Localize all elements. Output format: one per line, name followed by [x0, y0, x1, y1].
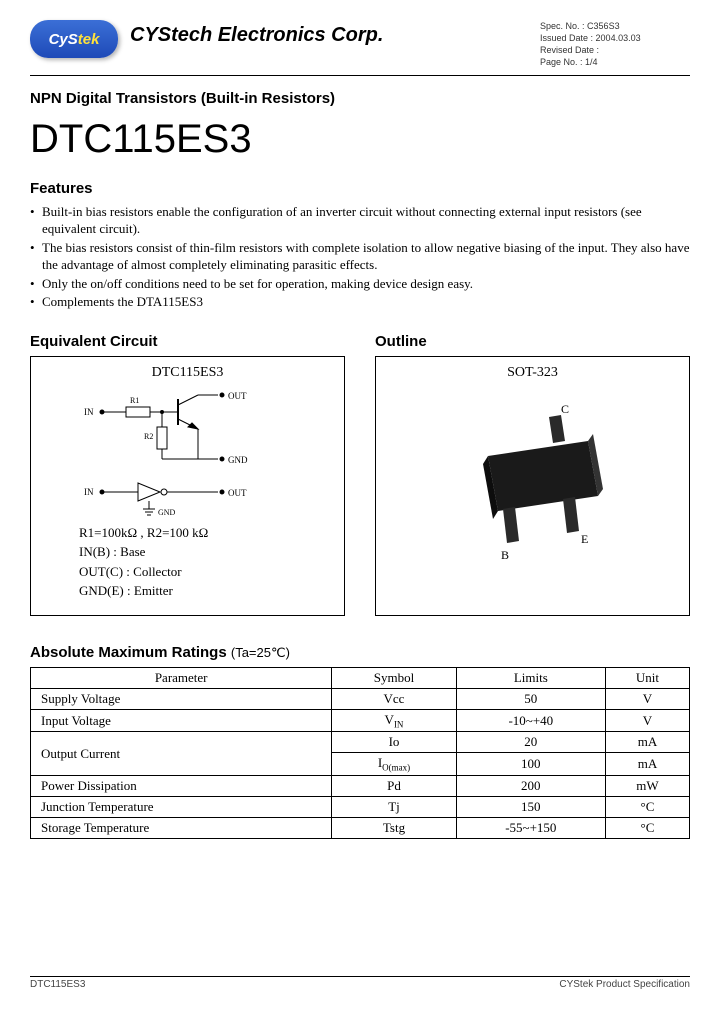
spec-box: Spec. No. : C356S3 Issued Date : 2004.03… — [540, 20, 690, 69]
features-heading: Features — [30, 180, 690, 197]
outline-box-title: SOT-323 — [384, 365, 681, 381]
cell-symbol: Vcc — [332, 688, 456, 709]
cell-param: Input Voltage — [31, 709, 332, 732]
spec-no: C356S3 — [587, 21, 620, 31]
issued-date: 2004.03.03 — [596, 33, 641, 43]
cell-limits: 200 — [456, 776, 605, 797]
cell-unit: V — [605, 688, 689, 709]
cell-param: Power Dissipation — [31, 776, 332, 797]
pin-label-e: E — [581, 532, 588, 546]
table-row: Power Dissipation Pd 200 mW — [31, 776, 690, 797]
pin-label-c: C — [561, 402, 569, 416]
col-unit: Unit — [605, 667, 689, 688]
diagram-row: Equivalent Circuit DTC115ES3 IN R1 — [30, 333, 690, 616]
cell-symbol: Io — [332, 732, 456, 753]
cell-unit: mA — [605, 753, 689, 776]
cell-symbol: VIN — [332, 709, 456, 732]
col-symbol: Symbol — [332, 667, 456, 688]
package-outline-diagram: C B E — [433, 401, 633, 581]
cell-unit: mA — [605, 732, 689, 753]
cell-param: Output Current — [31, 732, 332, 776]
ratings-heading-text: Absolute Maximum Ratings — [30, 644, 227, 661]
feature-item: Built-in bias resistors enable the confi… — [30, 203, 690, 238]
cell-symbol: Tstg — [332, 818, 456, 839]
svg-text:GND: GND — [158, 508, 176, 517]
circuit-label-in: IN — [84, 407, 94, 417]
ratings-table: Parameter Symbol Limits Unit Supply Volt… — [30, 667, 690, 839]
svg-text:IN: IN — [84, 487, 94, 497]
cell-unit: mW — [605, 776, 689, 797]
table-row: Supply Voltage Vcc 50 V — [31, 688, 690, 709]
header: CyStek CYStech Electronics Corp. Spec. N… — [30, 20, 690, 76]
feature-item: The bias resistors consist of thin-film … — [30, 239, 690, 274]
cell-limits: 100 — [456, 753, 605, 776]
page-no: 1/4 — [585, 57, 598, 67]
cell-param: Junction Temperature — [31, 797, 332, 818]
circuit-label-gnd: GND — [228, 455, 248, 465]
equiv-in: IN(B) : Base — [79, 542, 336, 562]
cell-unit: °C — [605, 797, 689, 818]
svg-text:OUT: OUT — [228, 488, 247, 498]
circuit-label-r1: R1 — [130, 396, 139, 405]
outline-heading: Outline — [375, 333, 690, 350]
col-parameter: Parameter — [31, 667, 332, 688]
equiv-box: DTC115ES3 IN R1 R2 — [30, 356, 345, 616]
cell-limits: -55~+150 — [456, 818, 605, 839]
table-row: Junction Temperature Tj 150 °C — [31, 797, 690, 818]
cell-param: Storage Temperature — [31, 818, 332, 839]
footer: DTC115ES3 CYStek Product Specification — [30, 976, 690, 990]
equiv-heading: Equivalent Circuit — [30, 333, 345, 350]
equivalent-circuit-col: Equivalent Circuit DTC115ES3 IN R1 — [30, 333, 345, 616]
spec-no-label: Spec. No. : — [540, 21, 585, 31]
cell-unit: V — [605, 709, 689, 732]
subtitle: NPN Digital Transistors (Built-in Resist… — [30, 90, 690, 107]
table-row: Input Voltage VIN -10~+40 V — [31, 709, 690, 732]
revised-label: Revised Date : — [540, 45, 599, 55]
cell-symbol: Tj — [332, 797, 456, 818]
company-logo: CyStek — [30, 20, 118, 58]
company-name: CYStech Electronics Corp. — [130, 20, 528, 47]
table-row: Storage Temperature Tstg -55~+150 °C — [31, 818, 690, 839]
cell-limits: 150 — [456, 797, 605, 818]
equiv-r1r2: R1=100kΩ , R2=100 kΩ — [79, 523, 336, 543]
cell-limits: 50 — [456, 688, 605, 709]
circuit-text: R1=100kΩ , R2=100 kΩ IN(B) : Base OUT(C)… — [39, 523, 336, 601]
features-list: Built-in bias resistors enable the confi… — [30, 203, 690, 311]
equiv-box-title: DTC115ES3 — [39, 365, 336, 381]
circuit-label-r2: R2 — [144, 432, 153, 441]
issued-label: Issued Date : — [540, 33, 593, 43]
cell-limits: 20 — [456, 732, 605, 753]
outline-col: Outline SOT-323 C B E — [375, 333, 690, 616]
feature-item: Only the on/off conditions need to be se… — [30, 275, 690, 293]
logo-text-a: CyS — [49, 31, 78, 48]
equiv-gnd: GND(E) : Emitter — [79, 581, 336, 601]
footer-right: CYStek Product Specification — [559, 979, 690, 990]
feature-item: Complements the DTA115ES3 — [30, 293, 690, 311]
equiv-out: OUT(C) : Collector — [79, 562, 336, 582]
footer-left: DTC115ES3 — [30, 979, 85, 990]
ratings-heading: Absolute Maximum Ratings (Ta=25℃) — [30, 644, 690, 661]
cell-symbol: IO(max) — [332, 753, 456, 776]
ratings-condition: (Ta=25℃) — [231, 645, 290, 660]
part-number: DTC115ES3 — [30, 117, 690, 162]
pin-label-b: B — [501, 548, 509, 562]
cell-symbol: Pd — [332, 776, 456, 797]
circuit-label-out: OUT — [228, 391, 247, 401]
page-label: Page No. : — [540, 57, 583, 67]
outline-box: SOT-323 C B E — [375, 356, 690, 616]
col-limits: Limits — [456, 667, 605, 688]
table-header-row: Parameter Symbol Limits Unit — [31, 667, 690, 688]
cell-limits: -10~+40 — [456, 709, 605, 732]
equivalent-circuit-diagram: IN R1 R2 — [78, 387, 298, 517]
table-row: Output Current Io 20 mA — [31, 732, 690, 753]
cell-param: Supply Voltage — [31, 688, 332, 709]
logo-text-b: tek — [78, 31, 100, 48]
cell-unit: °C — [605, 818, 689, 839]
